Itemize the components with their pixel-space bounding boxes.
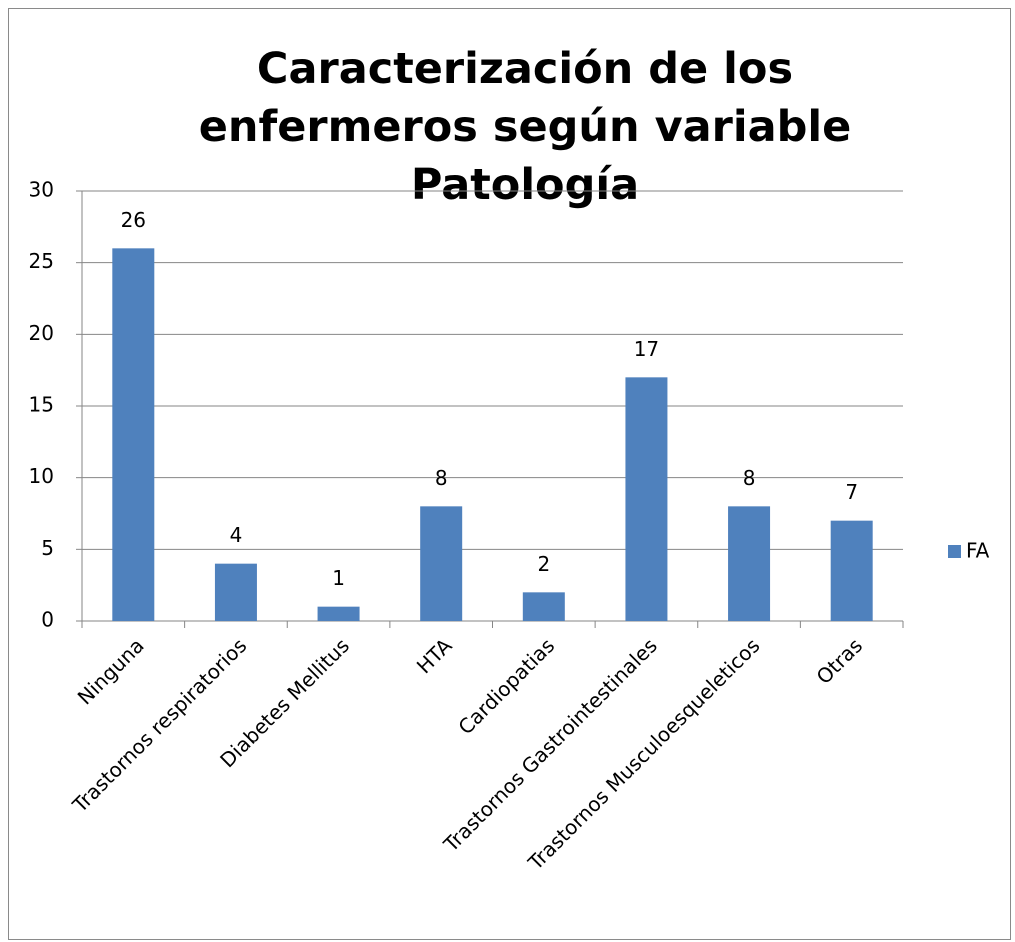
y-tick-label: 25 [29, 249, 54, 273]
x-tick-label: HTA [412, 633, 457, 678]
chart-frame [8, 8, 1011, 940]
data-label: 26 [121, 208, 146, 232]
data-label: 8 [435, 466, 448, 490]
data-label: 1 [332, 566, 345, 590]
bar [214, 563, 257, 621]
data-label: 4 [230, 523, 243, 547]
legend-label: FA [966, 539, 990, 563]
y-tick-label: 20 [29, 321, 54, 345]
legend-swatch [948, 545, 961, 558]
bar [317, 606, 360, 621]
x-tick-label: Trastornos Gastrointestinales [438, 633, 662, 857]
x-tick-label: Ninguna [73, 633, 149, 709]
bar [728, 506, 771, 621]
y-tick-label: 15 [29, 393, 54, 417]
x-tick-label: Trastornos respiratorios [67, 633, 251, 817]
data-label: 8 [743, 466, 756, 490]
y-tick-label: 5 [41, 536, 54, 560]
y-tick-label: 10 [29, 464, 54, 488]
bar [522, 592, 565, 621]
chart-title: Caracterización de los enfermeros según … [198, 44, 852, 210]
data-label: 7 [845, 480, 858, 504]
bar [420, 506, 463, 621]
y-tick-label: 0 [41, 608, 54, 632]
x-tick-label: Otras [812, 633, 867, 688]
y-tick-label: 30 [29, 178, 54, 202]
bar [830, 520, 873, 621]
bar [112, 248, 155, 622]
data-label: 2 [537, 552, 550, 576]
bar [625, 377, 668, 621]
x-tick-label: Cardiopatias [453, 633, 559, 739]
x-tick-label: Trastornos Musculoesqueleticos [523, 633, 765, 875]
data-label: 17 [634, 337, 659, 361]
